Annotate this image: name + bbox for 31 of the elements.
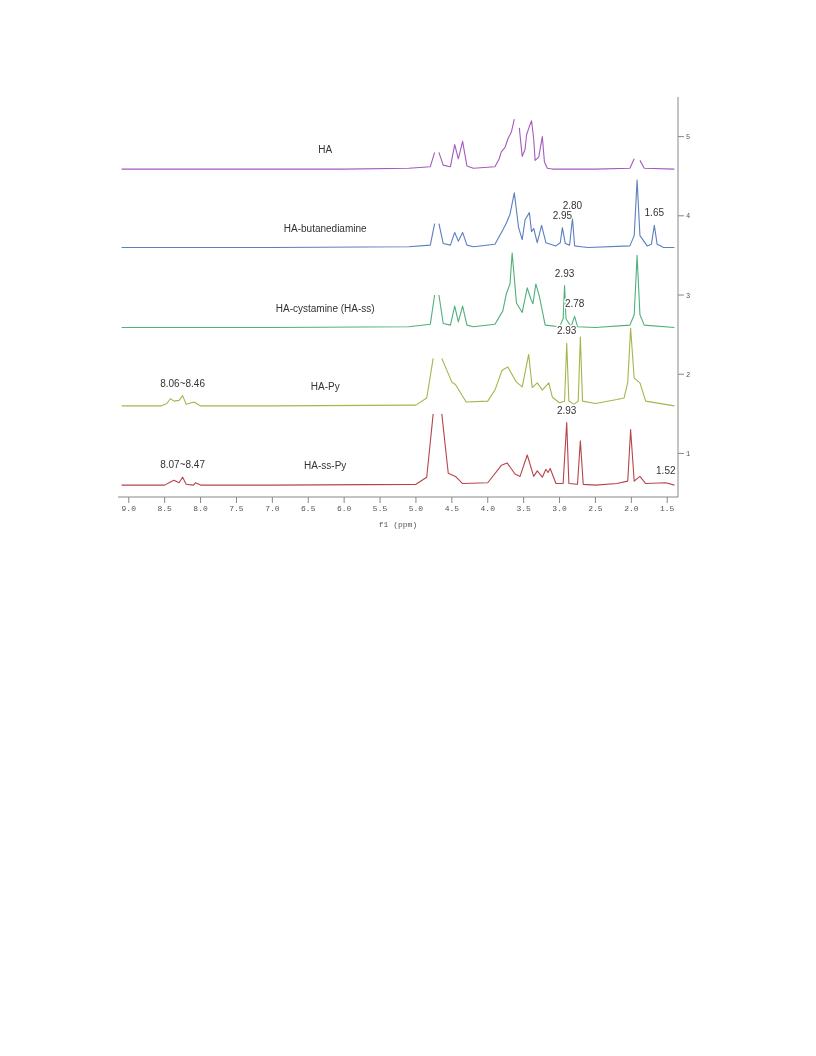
annotation: 2.80 — [562, 200, 583, 212]
x-tick-label: 9.0 — [121, 503, 137, 513]
annotation: 1.52 — [656, 464, 676, 476]
series-label: HA-Py — [310, 381, 340, 393]
x-tick-label: 2.5 — [588, 503, 603, 513]
x-tick-label: 3.0 — [552, 503, 567, 513]
x-tick-label: 8.5 — [157, 503, 173, 513]
annotation: 8.07~8.47 — [160, 459, 206, 471]
annotation: 2.95 — [552, 209, 573, 221]
x-tick-label: 7.0 — [265, 503, 280, 513]
x-tick-label: 6.5 — [301, 503, 316, 513]
x-tick-label: 3.5 — [516, 503, 532, 513]
series-label: HA — [318, 144, 333, 156]
x-tick-label: 5.5 — [372, 503, 388, 513]
x-tick-label: 6.0 — [336, 503, 352, 513]
x-axis-title: f1 (ppm) — [378, 520, 418, 529]
annotation: 2.93 — [556, 325, 577, 337]
annotation: 2.93 — [556, 404, 577, 416]
series-label: HA-butanediamine — [283, 222, 368, 234]
x-tick-label: 4.5 — [444, 503, 460, 513]
x-tick-label: 4.0 — [480, 503, 496, 513]
annotation: 8.06~8.46 — [160, 377, 206, 389]
x-tick-label: 8.0 — [193, 503, 208, 513]
annotation: 1.65 — [644, 207, 665, 219]
x-tick-label: 2.0 — [624, 503, 639, 513]
series-label: HA-ss-Py — [304, 460, 347, 472]
annotation: 2.93 — [554, 267, 575, 279]
x-tick-label: 5.0 — [408, 503, 424, 513]
x-tick-label: 7.5 — [229, 503, 244, 513]
series-label: HA-cystamine (HA-ss) — [275, 302, 375, 314]
x-tick-label: 1.5 — [660, 503, 675, 513]
